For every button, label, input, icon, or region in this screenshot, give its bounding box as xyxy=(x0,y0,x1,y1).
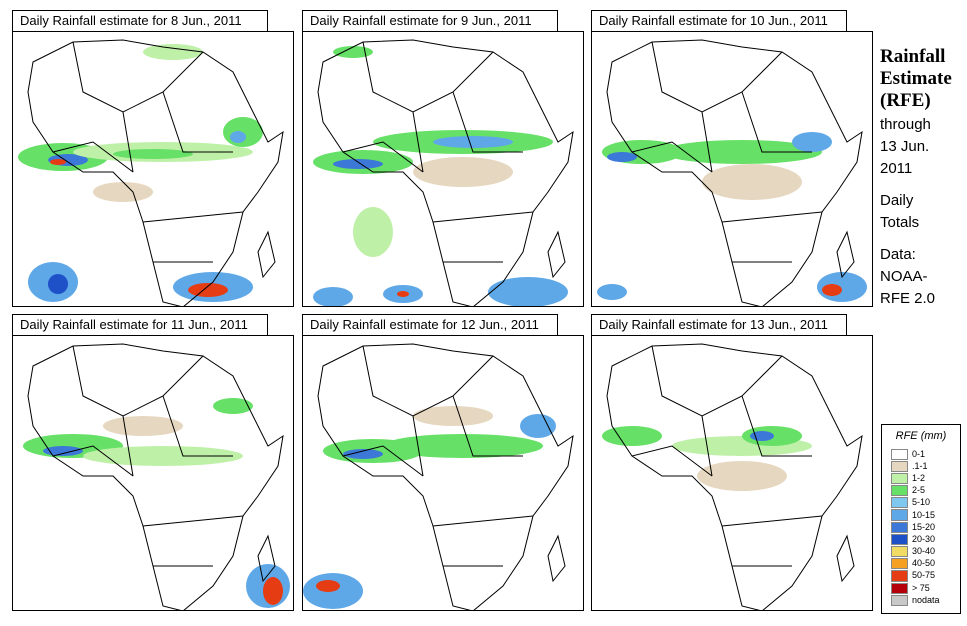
rain-patches xyxy=(313,46,568,306)
rain-patches xyxy=(18,44,263,302)
panel-title: Daily Rainfall estimate for 9 Jun., 2011 xyxy=(302,10,558,32)
legend-label: 5-10 xyxy=(912,497,931,508)
legend-swatch xyxy=(891,448,908,460)
legend-swatch xyxy=(891,485,908,497)
legend-item: 30-40 xyxy=(891,546,940,558)
legend-item: 20-30 xyxy=(891,533,940,545)
rain-patches xyxy=(23,398,290,608)
panel-title: Daily Rainfall estimate for 8 Jun., 2011 xyxy=(12,10,268,32)
legend-item: nodata xyxy=(891,594,940,606)
legend-swatch xyxy=(891,497,908,509)
country-borders xyxy=(606,39,863,306)
legend-item: 2-5 xyxy=(891,485,940,497)
legend-swatch xyxy=(891,594,908,606)
legend-item: 50-75 xyxy=(891,570,940,582)
rain-patches xyxy=(602,426,812,491)
legend-swatch xyxy=(891,521,908,533)
legend-swatch xyxy=(891,533,908,545)
side-info: Rainfall Estimate (RFE) through 13 Jun. … xyxy=(880,46,965,310)
legend-swatch xyxy=(891,472,908,485)
rfe-legend: RFE (mm) 0-1.1-1 1-2 2-5 5-10 10-15 15-20 20-3… xyxy=(881,424,961,614)
legend-item: .1-1 xyxy=(891,460,940,472)
legend-swatch xyxy=(891,460,908,472)
legend-item: 1-2 xyxy=(891,472,940,485)
legend-swatch xyxy=(891,582,908,594)
panel-12-jun: Daily Rainfall estimate for 12 Jun., 201… xyxy=(302,314,584,612)
rain-patches xyxy=(303,406,556,609)
legend-label: 50-75 xyxy=(912,570,936,581)
legend-label: 40-50 xyxy=(912,558,936,569)
daily-label: Daily xyxy=(880,192,914,209)
panel-title: Daily Rainfall estimate for 10 Jun., 201… xyxy=(591,10,847,32)
legend-label: 20-30 xyxy=(912,533,936,544)
country-borders xyxy=(27,343,284,610)
legend-title: RFE (mm) xyxy=(895,430,947,442)
legend-rows: 0-1.1-1 1-2 2-5 5-10 10-15 15-20 20-30 30-40 40-… xyxy=(891,448,940,606)
panel-11-jun: Daily Rainfall estimate for 11 Jun., 201… xyxy=(12,314,294,612)
legend-label: 0-1 xyxy=(912,448,926,459)
legend-label: 10-15 xyxy=(912,509,936,520)
legend-label: .1-1 xyxy=(912,460,928,471)
legend-swatch xyxy=(891,546,908,558)
rainfall-map xyxy=(591,31,873,307)
date-line1: 13 Jun. xyxy=(880,138,930,155)
country-borders xyxy=(606,343,863,610)
rain-patches xyxy=(597,132,867,302)
legend-item: 10-15 xyxy=(891,509,940,521)
legend-label: > 75 xyxy=(912,582,930,593)
panel-13-jun: Daily Rainfall estimate for 13 Jun., 201… xyxy=(591,314,873,612)
panel-title: Daily Rainfall estimate for 11 Jun., 201… xyxy=(12,314,268,336)
rainfall-map xyxy=(302,31,584,307)
rfe-title-line3: (RFE) xyxy=(880,90,931,111)
panel-title: Daily Rainfall estimate for 12 Jun., 201… xyxy=(302,314,558,336)
rainfall-map xyxy=(12,31,294,307)
legend-swatch xyxy=(891,570,908,582)
legend-swatch xyxy=(891,558,908,570)
legend-swatch xyxy=(891,509,908,521)
source-line2: RFE 2.0 xyxy=(880,290,936,307)
through-label: through xyxy=(880,116,931,133)
rainfall-map xyxy=(12,335,294,611)
legend-item: > 75 xyxy=(891,582,940,594)
panel-8-jun: Daily Rainfall estimate for 8 Jun., 2011 xyxy=(12,10,294,308)
legend-label: 1-2 xyxy=(912,472,926,483)
source-line1: NOAA- xyxy=(880,268,928,285)
panel-10-jun: Daily Rainfall estimate for 10 Jun., 201… xyxy=(591,10,873,308)
rainfall-map xyxy=(591,335,873,611)
legend-item: 40-50 xyxy=(891,558,940,570)
legend-label: nodata xyxy=(912,594,940,605)
legend-label: 2-5 xyxy=(912,485,926,496)
country-borders xyxy=(27,39,284,306)
panel-title: Daily Rainfall estimate for 13 Jun., 201… xyxy=(591,314,847,336)
totals-label: Totals xyxy=(880,214,920,231)
country-borders xyxy=(317,39,574,306)
country-borders xyxy=(317,343,574,610)
legend-label: 30-40 xyxy=(912,546,936,557)
legend-item: 0-1 xyxy=(891,448,940,460)
rainfall-map xyxy=(302,335,584,611)
data-label: Data: xyxy=(880,246,916,263)
legend-label: 15-20 xyxy=(912,521,936,532)
panel-9-jun: Daily Rainfall estimate for 9 Jun., 2011 xyxy=(302,10,584,308)
rfe-title-line2: Estimate xyxy=(880,68,952,89)
legend-item: 15-20 xyxy=(891,521,940,533)
date-line2: 2011 xyxy=(880,160,913,177)
rfe-title-line1: Rainfall xyxy=(880,46,946,67)
legend-item: 5-10 xyxy=(891,497,940,509)
